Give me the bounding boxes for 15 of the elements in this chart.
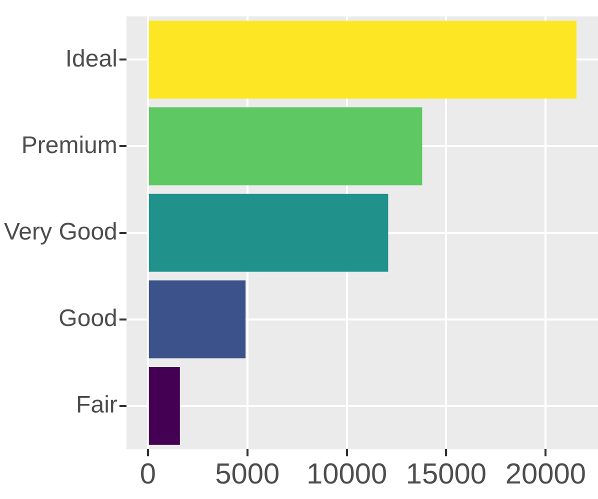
x-tick-label: 15000 bbox=[406, 458, 487, 491]
bar bbox=[148, 20, 577, 99]
bar bbox=[148, 107, 422, 186]
x-tick-label: 5000 bbox=[215, 458, 280, 491]
x-tick-label: 20000 bbox=[505, 458, 586, 491]
y-tick-label: Very Good bbox=[4, 218, 118, 246]
x-tick-label: 10000 bbox=[306, 458, 388, 491]
y-tick-label: Fair bbox=[76, 392, 118, 419]
x-tick-label: 0 bbox=[140, 458, 156, 491]
bar bbox=[148, 280, 246, 358]
y-tick-label: Premium bbox=[21, 132, 118, 159]
bar bbox=[148, 194, 388, 272]
bar bbox=[148, 366, 180, 445]
y-tick-label: Good bbox=[58, 304, 118, 332]
y-tick-label: Ideal bbox=[65, 45, 118, 72]
